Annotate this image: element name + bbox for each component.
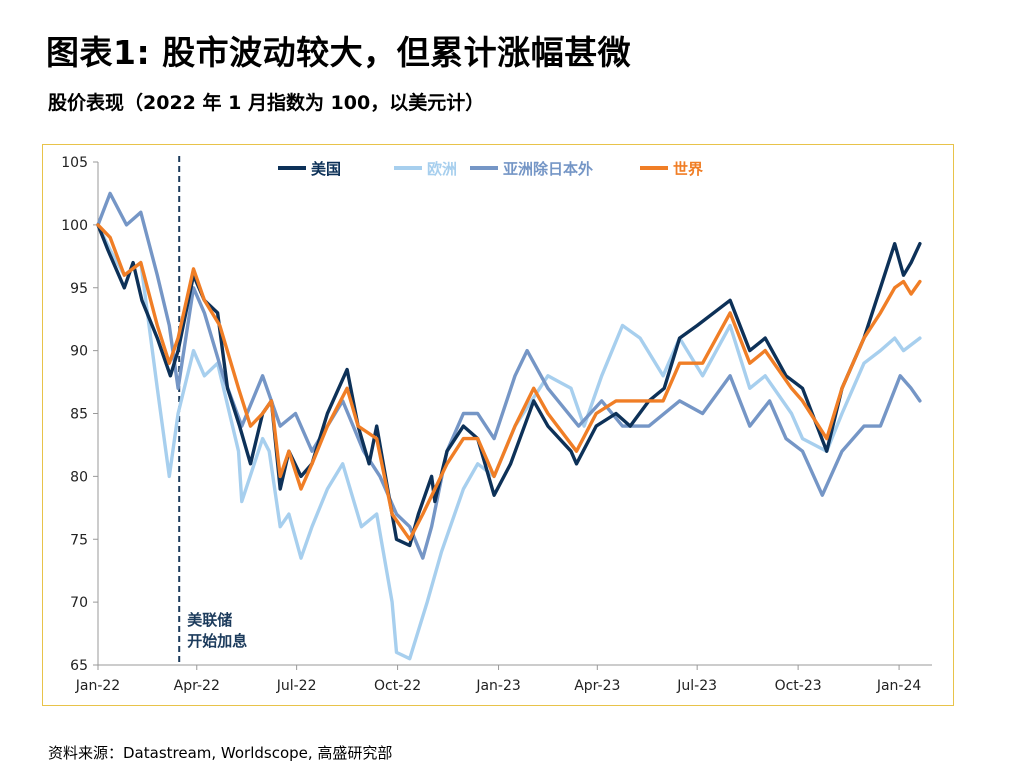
axes: 65 70 75 80 85 90 95 100 105 Jan-22 Apr-22 Jul-22 Oc… [61, 155, 932, 694]
chart-subtitle: 股价表现（2022 年 1 月指数为 100，以美元计） [48, 92, 485, 114]
series-line-asia_ex_japan [96, 191, 922, 560]
series-line-europe [96, 223, 922, 661]
annotation-label: 开始加息 [187, 632, 247, 650]
y-tick-label: 105 [61, 155, 88, 171]
x-tick-label: Jul-23 [676, 678, 717, 694]
x-tick-label: Jan-23 [475, 678, 520, 694]
series-lines [96, 191, 922, 661]
legend-label-europe: 欧洲 [427, 160, 457, 178]
chart-title: 图表1: 股市波动较大，但累计涨幅甚微 [46, 33, 632, 72]
y-tick-label: 65 [70, 658, 88, 674]
y-tick-label: 85 [70, 407, 88, 423]
chart-frame [42, 144, 954, 706]
y-tick-label: 95 [70, 281, 88, 297]
y-tick-label: 80 [70, 469, 88, 485]
x-tick-label: Apr-23 [574, 678, 620, 694]
legend-label-us: 美国 [311, 160, 341, 178]
annotation-label: 美联储 [187, 611, 232, 629]
source-note: 资料来源：Datastream, Worldscope, 高盛研究部 [48, 744, 393, 762]
series-line-world [96, 223, 922, 541]
x-tick-label: Oct-23 [775, 678, 822, 694]
x-tick-label: Apr-22 [174, 678, 220, 694]
x-tick-label: Jan-22 [75, 678, 120, 694]
x-tick-label: Oct-22 [374, 678, 421, 694]
x-tick-label: Jul-22 [276, 678, 317, 694]
y-tick-label: 75 [70, 532, 88, 548]
y-tick-label: 70 [70, 595, 88, 611]
y-tick-label: 100 [61, 218, 88, 234]
legend-label-world: 世界 [673, 160, 703, 178]
chart-area: 65 70 75 80 85 90 95 100 105 Jan-22 Apr-22 Jul-22 Oc… [61, 155, 932, 694]
y-tick-label: 90 [70, 344, 88, 360]
legend-label-asia_ex_japan: 亚洲除日本外 [503, 160, 593, 178]
legend: 美国 欧洲 亚洲除日本外 世界 [278, 160, 703, 178]
x-tick-label: Jan-24 [876, 678, 922, 694]
